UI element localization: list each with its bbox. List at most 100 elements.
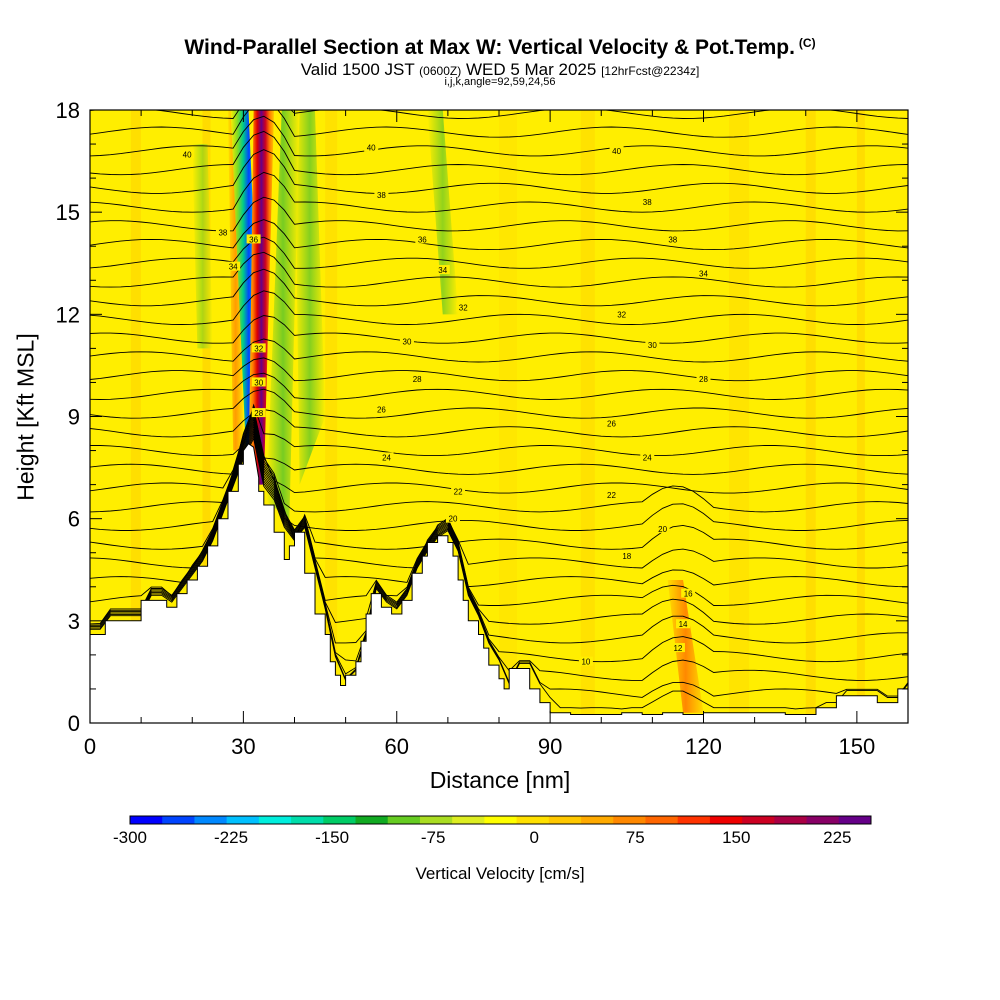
contour-label: 18 (619, 551, 634, 561)
contour-label-bg (655, 523, 670, 533)
contour-label-text: 14 (679, 620, 688, 629)
colorbar-tick-label: -300 (113, 828, 147, 847)
contour-label-bg (410, 374, 425, 384)
contour-label: 38 (215, 227, 230, 238)
updraft-band (667, 579, 704, 713)
contour-labels: 40 40 40 38 38 38 38 36 36 34 34 34 32 32 32 30 30 30 28 28… (180, 142, 711, 667)
theta-contour (90, 403, 908, 457)
contour-label-bg (379, 452, 394, 462)
x-tick-label: 0 (84, 734, 96, 759)
colorbar-swatch (774, 816, 808, 824)
contour-label: 14 (676, 619, 691, 629)
velocity-streak (499, 110, 517, 723)
colorbar-swatch (226, 816, 260, 824)
colorbar-swatch (258, 816, 292, 824)
contour-label: 34 (435, 265, 450, 275)
theta-contour (90, 372, 908, 400)
colorbar-swatch (516, 816, 550, 824)
contour-label-bg (364, 142, 379, 152)
colorbar-tick-label: 150 (722, 828, 750, 847)
downdraft-band (427, 110, 459, 315)
contour-label-bg (604, 418, 619, 428)
contour-label: 36 (246, 234, 261, 244)
contour-label: 40 (180, 149, 195, 159)
contour-label: 24 (640, 452, 655, 462)
contour-label-bg (670, 643, 685, 653)
theta-contour (90, 427, 908, 644)
colorbar-swatch (194, 816, 228, 824)
theta-contour (90, 405, 908, 475)
theta-contour (90, 219, 908, 251)
theta-contour (90, 417, 908, 569)
colorbar: -300 -225 -150 -75 0 75 150 225 (113, 815, 872, 847)
contour-label-text: 18 (622, 552, 631, 561)
theta-contour (90, 430, 908, 663)
contour-label: 16 (681, 588, 696, 599)
contour-label: 30 (399, 336, 414, 347)
colorbar-swatch (581, 816, 614, 824)
contour-label-bg (696, 268, 711, 278)
colorbar-swatch (355, 816, 389, 824)
contour-label-text: 12 (673, 644, 682, 653)
contour-label-bg (665, 234, 680, 244)
contour-label-bg (619, 551, 634, 561)
contour-label-text: 28 (413, 375, 422, 384)
colorbar-swatch (548, 816, 582, 824)
contour-label: 34 (226, 261, 241, 272)
contour-label-bg (609, 145, 624, 155)
contour-label-text: 32 (617, 310, 626, 319)
theta-contour (90, 338, 908, 363)
downdraft-band (294, 110, 326, 485)
x-tick-label: 90 (538, 734, 562, 759)
y-tick-label: 3 (68, 609, 80, 634)
contour-label: 38 (640, 196, 655, 207)
colorbar-title: Vertical Velocity [cm/s] (415, 864, 585, 883)
colorbar-swatch (323, 816, 357, 824)
contour-label-bg (640, 452, 655, 462)
colorbar-frame (129, 815, 872, 825)
theta-contour (90, 130, 908, 176)
x-tick-label: 60 (385, 734, 409, 759)
contour-label: 10 (578, 656, 593, 667)
colorbar-swatch (677, 816, 711, 824)
contour-label-text: 20 (658, 525, 667, 534)
contour-label: 22 (451, 486, 466, 496)
contour-label-text: 24 (382, 453, 391, 462)
chart-subtitle-indices: i,j,k,angle=92,59,24,56 (444, 76, 556, 88)
velocity-streak (202, 110, 211, 723)
theta-contour (90, 388, 908, 419)
y-axis-title: Height [Kft MSL] (12, 333, 39, 501)
contour-label-bg (578, 656, 593, 666)
contour-label-text: 26 (607, 419, 616, 428)
theta-contour (90, 290, 908, 325)
contour-label: 22 (604, 489, 619, 500)
contour-label-bg (251, 408, 266, 418)
colorbar-swatch (645, 816, 679, 824)
x-tick-label: 120 (685, 734, 722, 759)
colorbar-swatch (709, 816, 743, 824)
x-axis-title: Distance [nm] (429, 767, 571, 793)
contour-label: 36 (415, 234, 430, 244)
colorbar-swatch (484, 816, 518, 824)
contour-label: 32 (614, 309, 629, 319)
colorbar-tick-label: -75 (421, 828, 446, 847)
velocity-cores (230, 110, 300, 519)
theta-contour (90, 420, 908, 588)
theta-contour (90, 422, 908, 606)
contour-label-text: 22 (454, 487, 463, 496)
y-tick-label: 0 (68, 711, 80, 736)
contour-label-bg (415, 234, 430, 244)
theta-contour (90, 408, 908, 494)
contour-label: 26 (604, 418, 619, 428)
downdraft-band (266, 110, 300, 519)
contour-label: 38 (665, 234, 680, 244)
colorbar-tick-label: 0 (529, 828, 538, 847)
contour-label-text: 38 (218, 229, 227, 238)
contour-label-text: 34 (229, 263, 238, 272)
contour-label-bg (246, 234, 261, 244)
contour-label-text: 10 (581, 658, 590, 667)
copyright-mark: (C) (798, 36, 816, 50)
theta-contour (90, 434, 908, 698)
